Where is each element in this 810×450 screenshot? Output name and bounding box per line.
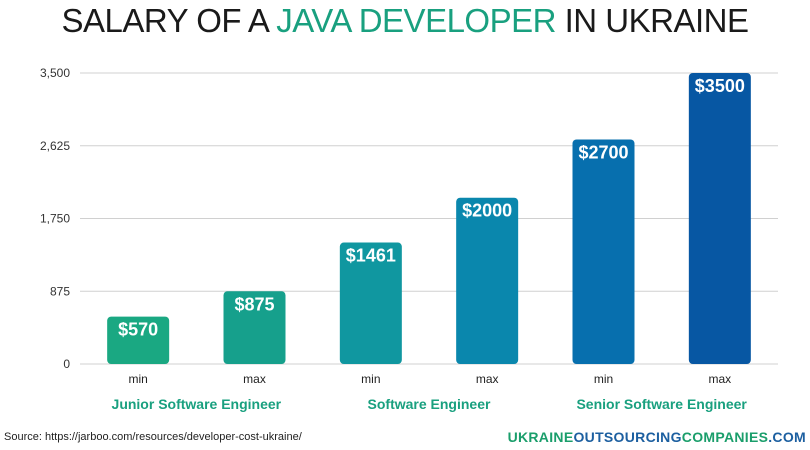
title-accent: JAVA DEVELOPER <box>276 2 556 39</box>
x-tick-label: max <box>708 372 731 386</box>
data-label: $875 <box>234 294 274 314</box>
title-part-2: IN UKRAINE <box>555 2 749 39</box>
y-tick-label: 0 <box>63 357 70 371</box>
data-label: $570 <box>118 320 158 340</box>
data-label: $1461 <box>346 246 396 266</box>
brand-part-3: COMPANIES <box>681 429 769 445</box>
chart-title: SALARY OF A JAVA DEVELOPER IN UKRAINE <box>0 2 810 40</box>
bar <box>339 242 402 364</box>
group-label: Software Engineer <box>368 396 491 412</box>
x-tick-label: max <box>476 372 499 386</box>
brand-logo: UKRAINEOUTSOURCINGCOMPANIES.COM <box>508 429 806 445</box>
bar <box>107 316 170 364</box>
group-label: Junior Software Engineer <box>112 396 282 412</box>
bar <box>223 291 286 364</box>
data-label: $3500 <box>695 76 745 96</box>
x-tick-label: max <box>243 372 266 386</box>
bar <box>688 73 751 364</box>
x-tick-label: min <box>361 372 380 386</box>
bar <box>456 197 519 364</box>
group-label: Senior Software Engineer <box>576 396 747 412</box>
source-note: Source: https://jarboo.com/resources/dev… <box>4 431 302 443</box>
y-tick-label: 1,750 <box>40 212 70 226</box>
y-tick-label: 3,500 <box>40 66 70 80</box>
data-label: $2700 <box>578 143 628 163</box>
bar-chart: 0 875 1,750 2,625 3,500 $570 min $875 max $1461 mi… <box>40 66 778 412</box>
brand-part-4: .COM <box>768 429 806 445</box>
brand-part-2: OUTSOURCING <box>573 429 682 445</box>
x-tick-label: min <box>594 372 613 386</box>
y-tick-label: 2,625 <box>40 139 70 153</box>
y-tick-label: 875 <box>50 284 70 298</box>
data-label: $2000 <box>462 201 512 221</box>
title-part-1: SALARY OF A <box>61 2 277 39</box>
bar <box>572 139 635 364</box>
brand-part-1: UKRAINE <box>507 429 574 445</box>
x-tick-label: min <box>128 372 147 386</box>
